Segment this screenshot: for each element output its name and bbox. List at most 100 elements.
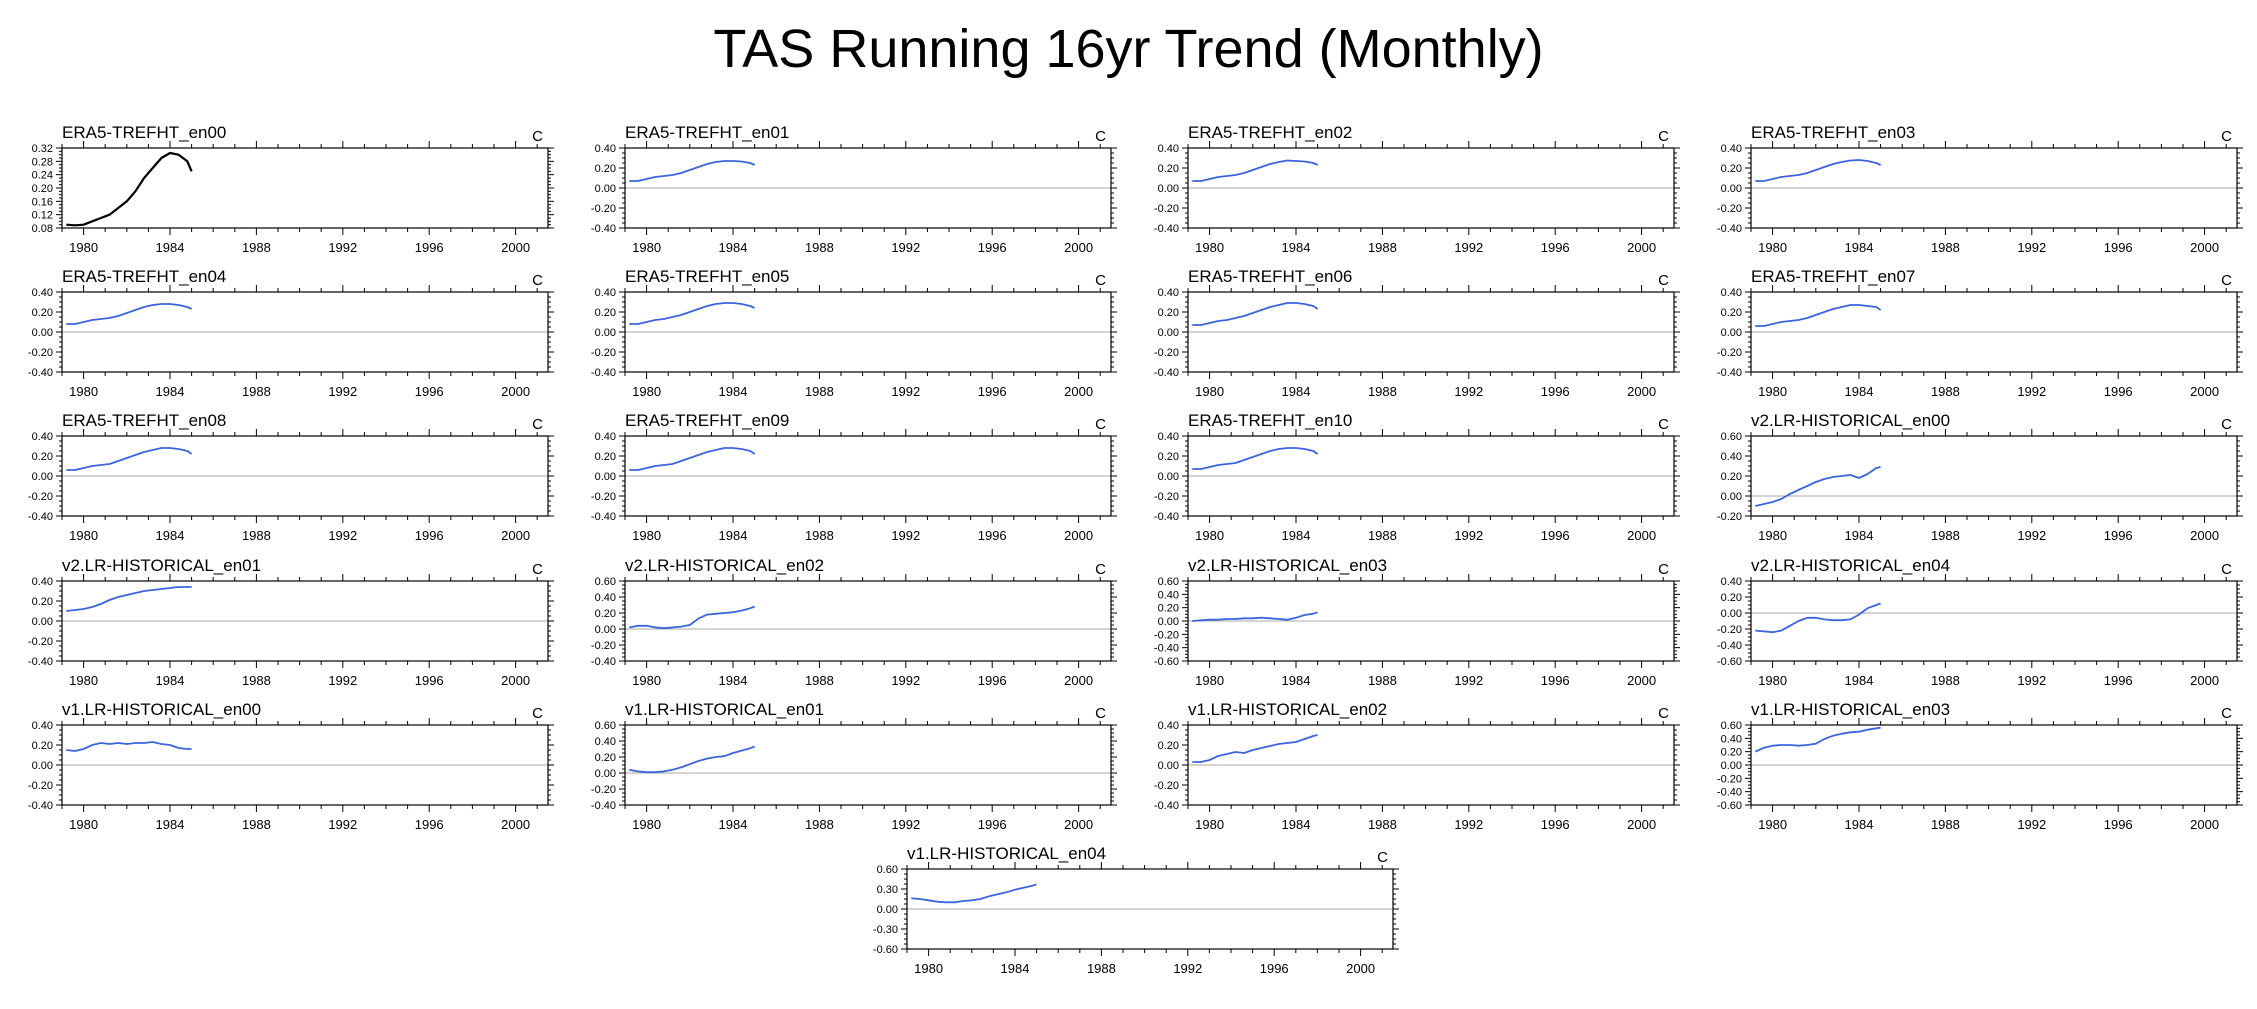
x-tick-label: 1996 bbox=[2104, 528, 2133, 543]
x-tick-label: 1980 bbox=[632, 240, 661, 255]
x-tick-label: 1980 bbox=[1758, 817, 1787, 832]
y-tick-label: -0.20 bbox=[1154, 203, 1179, 215]
x-tick-label: 1996 bbox=[2104, 817, 2133, 832]
x-tick-label: 2000 bbox=[1627, 384, 1656, 399]
y-tick-label: 0.20 bbox=[32, 596, 53, 608]
y-tick-label: 0.40 bbox=[1721, 733, 1742, 745]
plot-frame bbox=[624, 724, 1112, 806]
y-tick-label: -0.20 bbox=[1154, 780, 1179, 792]
y-tick-label: -0.40 bbox=[28, 656, 53, 668]
x-tick-label: 2000 bbox=[1064, 817, 1093, 832]
chart-svg: 0.40 0.20 0.00 -0.20 -0.40 1980 1984 1988 1992 19… bbox=[28, 411, 554, 543]
panel-title: v1.LR-HISTORICAL_en03 bbox=[1751, 700, 1950, 719]
chart-svg: 0.40 0.20 0.00 -0.20 -0.40 1980 1984 1988 1992 19… bbox=[28, 556, 554, 688]
x-tick-label: 1992 bbox=[2017, 817, 2046, 832]
x-tick-label: 1996 bbox=[1541, 817, 1570, 832]
x-tick-label: 1984 bbox=[156, 384, 185, 399]
x-tick-label: 2000 bbox=[1064, 673, 1093, 688]
y-tick-label: -0.40 bbox=[591, 800, 616, 812]
y-tick-label: 0.60 bbox=[1721, 720, 1742, 732]
x-tick-label: 1988 bbox=[1368, 384, 1397, 399]
y-tick-label: 0.40 bbox=[32, 720, 53, 732]
plot-frame bbox=[624, 291, 1112, 373]
x-tick-label: 1984 bbox=[1845, 673, 1874, 688]
y-tick-label: 0.40 bbox=[32, 431, 53, 443]
y-tick-label: 0.60 bbox=[877, 864, 898, 876]
y-tick-label: -0.40 bbox=[1154, 800, 1179, 812]
plot-frame bbox=[624, 147, 1112, 229]
y-tick-label: -0.40 bbox=[1154, 223, 1179, 235]
y-tick-label: -0.20 bbox=[1717, 203, 1742, 215]
y-tick-label: 0.00 bbox=[32, 471, 53, 483]
y-tick-label: -0.20 bbox=[591, 491, 616, 503]
y-tick-label: -0.40 bbox=[28, 800, 53, 812]
x-tick-label: 1988 bbox=[805, 240, 834, 255]
panel-units: C bbox=[532, 128, 543, 145]
chart-svg: 0.320.28 0.240.200.16 0.120.08 1980 1984 1988… bbox=[32, 123, 554, 255]
y-tick-label: 0.20 bbox=[595, 451, 616, 463]
line-chart-panel: 0.40 0.20 0.00 -0.20 -0.40 1980 1984 1988 1992 19… bbox=[1126, 410, 1686, 550]
plot-frame bbox=[1750, 147, 2238, 229]
x-tick-label: 1992 bbox=[891, 240, 920, 255]
y-tick-label: -0.30 bbox=[873, 924, 898, 936]
line-chart-panel: 0.60 0.40 0.20 0.00 -0.20 -0.40 -0.60 1980 1984 1… bbox=[1689, 699, 2249, 839]
y-tick-label: -0.40 bbox=[591, 367, 616, 379]
x-tick-label: 1992 bbox=[1173, 961, 1202, 976]
chart-svg: 0.40 0.20 0.00 -0.20 -0.40 1980 1984 1988 1992 19… bbox=[1154, 123, 1680, 255]
x-tick-label: 1984 bbox=[719, 817, 748, 832]
series-line bbox=[629, 745, 755, 774]
y-tick-label: 0.00 bbox=[1158, 183, 1179, 195]
panel-title: ERA5-TREFHT_en08 bbox=[62, 411, 226, 430]
plot-frame bbox=[1187, 724, 1675, 806]
x-tick-label: 1984 bbox=[1282, 817, 1311, 832]
y-tick-label: -0.20 bbox=[1717, 347, 1742, 359]
x-tick-label: 1988 bbox=[1368, 240, 1397, 255]
y-tick-label: 0.40 bbox=[1721, 451, 1742, 463]
y-tick-label: 0.24 bbox=[32, 170, 53, 182]
x-tick-label: 1980 bbox=[1758, 240, 1787, 255]
x-tick-label: 1980 bbox=[1195, 384, 1224, 399]
chart-svg: 0.40 0.20 0.00 -0.20 -0.40 1980 1984 1988 1992 19… bbox=[591, 411, 1117, 543]
panel-title: v2.LR-HISTORICAL_en01 bbox=[62, 556, 261, 575]
x-tick-label: 1992 bbox=[1454, 817, 1483, 832]
y-tick-label: -0.40 bbox=[28, 511, 53, 523]
plot-frame bbox=[1750, 435, 2238, 517]
chart-svg: 0.600.40 0.200.00-0.20 -0.40-0.60 1980 1984 1… bbox=[1717, 700, 2243, 832]
x-tick-label: 1988 bbox=[1931, 673, 1960, 688]
x-tick-label: 1988 bbox=[1931, 240, 1960, 255]
x-tick-label: 1996 bbox=[1260, 961, 1289, 976]
x-tick-label: 1984 bbox=[719, 384, 748, 399]
x-tick-label: 1980 bbox=[1758, 528, 1787, 543]
y-tick-label: 0.40 bbox=[1158, 143, 1179, 155]
panel-units: C bbox=[2221, 272, 2232, 289]
line-chart-panel: 0.40 0.20 0.00 -0.20 -0.40 1980 1984 1988 1992 19… bbox=[1126, 122, 1686, 262]
y-tick-label: -0.40 bbox=[1717, 367, 1742, 379]
line-chart-panel: 0.40 0.20 0.00 -0.20 -0.40 1980 1984 1988 1992 19… bbox=[0, 266, 560, 406]
y-tick-label: 0.30 bbox=[877, 884, 898, 896]
series-line bbox=[911, 883, 1037, 904]
line-chart-panel: 0.60 0.40 0.20 0.00 -0.20 -0.40 1980 1984 1988 19… bbox=[563, 699, 1123, 839]
y-tick-label: 0.40 bbox=[595, 736, 616, 748]
x-tick-label: 1996 bbox=[1541, 384, 1570, 399]
x-tick-label: 1984 bbox=[1845, 528, 1874, 543]
x-tick-label: 2000 bbox=[1064, 528, 1093, 543]
panel-units: C bbox=[2221, 561, 2232, 578]
panel-title: v1.LR-HISTORICAL_en04 bbox=[907, 844, 1106, 863]
x-tick-label: 1992 bbox=[1454, 673, 1483, 688]
line-chart-panel: 0.60 0.40 0.20 0.00 -0.20 1980 1984 1988 1992 199… bbox=[1689, 410, 2249, 550]
series-line bbox=[66, 741, 192, 752]
chart-svg: 0.40 0.20 0.00 -0.20 -0.40 1980 1984 1988 1992 19… bbox=[28, 267, 554, 399]
x-tick-label: 1992 bbox=[328, 673, 357, 688]
x-tick-label: 1992 bbox=[891, 528, 920, 543]
x-tick-label: 1980 bbox=[69, 240, 98, 255]
y-tick-label: 0.60 bbox=[1721, 431, 1742, 443]
x-tick-label: 2000 bbox=[2190, 240, 2219, 255]
panel-title: v1.LR-HISTORICAL_en02 bbox=[1188, 700, 1387, 719]
y-tick-label: -0.40 bbox=[591, 511, 616, 523]
x-tick-label: 1992 bbox=[328, 817, 357, 832]
x-tick-label: 1992 bbox=[2017, 528, 2046, 543]
chart-svg: 0.40 0.20 0.00 -0.20 -0.40 1980 1984 1988 1992 19… bbox=[591, 123, 1117, 255]
x-tick-label: 2000 bbox=[501, 673, 530, 688]
x-tick-label: 1992 bbox=[2017, 240, 2046, 255]
plot-frame bbox=[906, 868, 1394, 950]
